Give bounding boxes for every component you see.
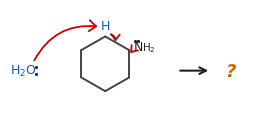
Text: H: H: [101, 20, 110, 33]
Text: N: N: [134, 40, 144, 53]
Text: H$_2$: H$_2$: [142, 41, 155, 55]
Text: ?: ?: [226, 62, 236, 80]
FancyArrowPatch shape: [34, 21, 96, 61]
Text: H$_2$O: H$_2$O: [10, 64, 36, 79]
FancyArrowPatch shape: [111, 35, 120, 41]
FancyArrowPatch shape: [131, 46, 138, 52]
